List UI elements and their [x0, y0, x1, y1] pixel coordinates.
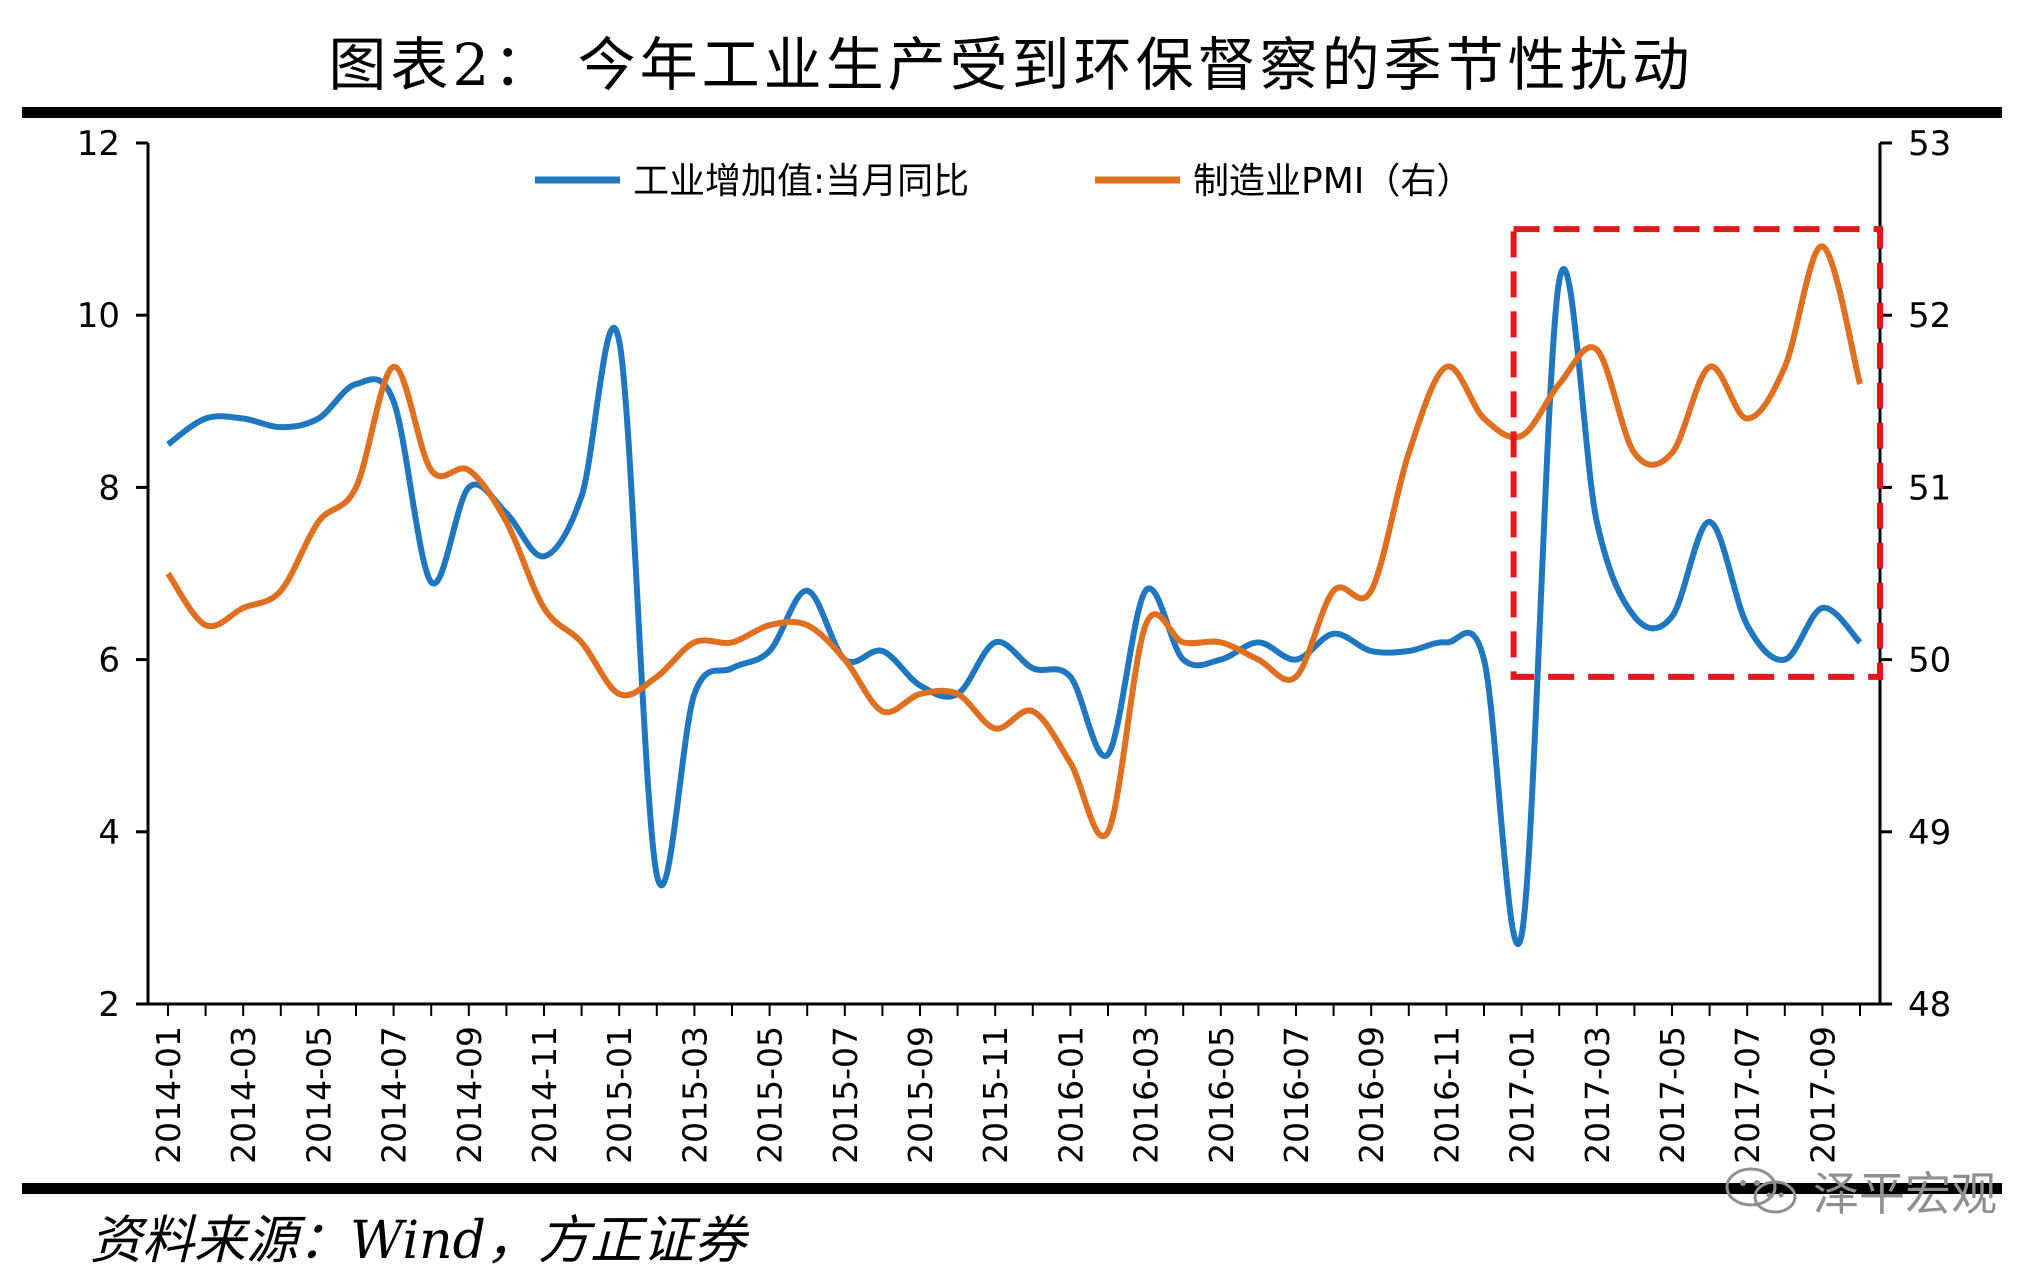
x-tick-label: 2015-03 [675, 1026, 714, 1164]
left-y-tick-label: 4 [98, 813, 120, 853]
left-y-tick-label: 12 [77, 124, 120, 164]
x-tick-label: 2017-07 [1728, 1026, 1767, 1164]
x-tick-label: 2016-03 [1127, 1026, 1166, 1164]
right-y-tick-label: 53 [1908, 124, 1951, 164]
page-title: 图表2： 今年工业生产受到环保督察的季节性扰动 [328, 31, 1694, 99]
wechat-icon [1725, 1167, 1797, 1214]
source-note: 资料来源：Wind，方正证券 [90, 1211, 746, 1271]
left-y-tick-label: 2 [98, 985, 120, 1025]
x-tick-label: 2014-03 [224, 1026, 263, 1164]
watermark: 泽平宏观 [1723, 1158, 1997, 1224]
x-tick-label: 2014-07 [375, 1026, 414, 1164]
series-line-2 [165, 243, 1863, 840]
x-tick-label: 2017-01 [1503, 1026, 1542, 1164]
right-y-tick-label: 52 [1908, 296, 1951, 336]
x-tick-label: 2016-09 [1352, 1026, 1391, 1164]
top-rule [22, 107, 2002, 118]
right-y-tick-label: 48 [1908, 985, 1951, 1025]
left-y-tick-label: 10 [77, 296, 120, 336]
x-tick-label: 2015-11 [976, 1026, 1015, 1164]
x-tick-label: 2015-01 [600, 1026, 639, 1164]
x-tick-label: 2016-07 [1277, 1026, 1316, 1164]
x-tick-label: 2017-09 [1803, 1026, 1842, 1164]
left-y-tick-label: 8 [98, 468, 120, 508]
right-y-tick-label: 51 [1908, 468, 1951, 508]
bottom-rule [22, 1183, 2002, 1194]
legend-label-2: 制造业PMI（右） [1193, 161, 1472, 202]
right-y-tick-label: 49 [1908, 813, 1951, 853]
x-tick-label: 2015-05 [751, 1026, 790, 1164]
x-tick-label: 2016-05 [1202, 1026, 1241, 1164]
watermark-text: 泽平宏观 [1813, 1167, 1997, 1221]
x-tick-label: 2014-05 [299, 1026, 338, 1164]
annotation-box [1510, 226, 1883, 680]
x-tick-label: 2015-09 [901, 1026, 940, 1164]
x-tick-label: 2016-01 [1051, 1026, 1090, 1164]
x-tick-label: 2014-01 [149, 1026, 188, 1164]
right-y-tick-label: 50 [1908, 641, 1951, 681]
x-tick-label: 2014-11 [525, 1026, 564, 1164]
legend-label-1: 工业增加值:当月同比 [633, 161, 969, 202]
x-tick-label: 2015-07 [826, 1026, 865, 1164]
x-tick-label: 2014-09 [450, 1026, 489, 1164]
x-tick-label: 2016-11 [1427, 1026, 1466, 1164]
x-tick-label: 2017-03 [1578, 1026, 1617, 1164]
left-y-tick-label: 6 [98, 641, 120, 681]
x-tick-label: 2017-05 [1653, 1026, 1692, 1164]
